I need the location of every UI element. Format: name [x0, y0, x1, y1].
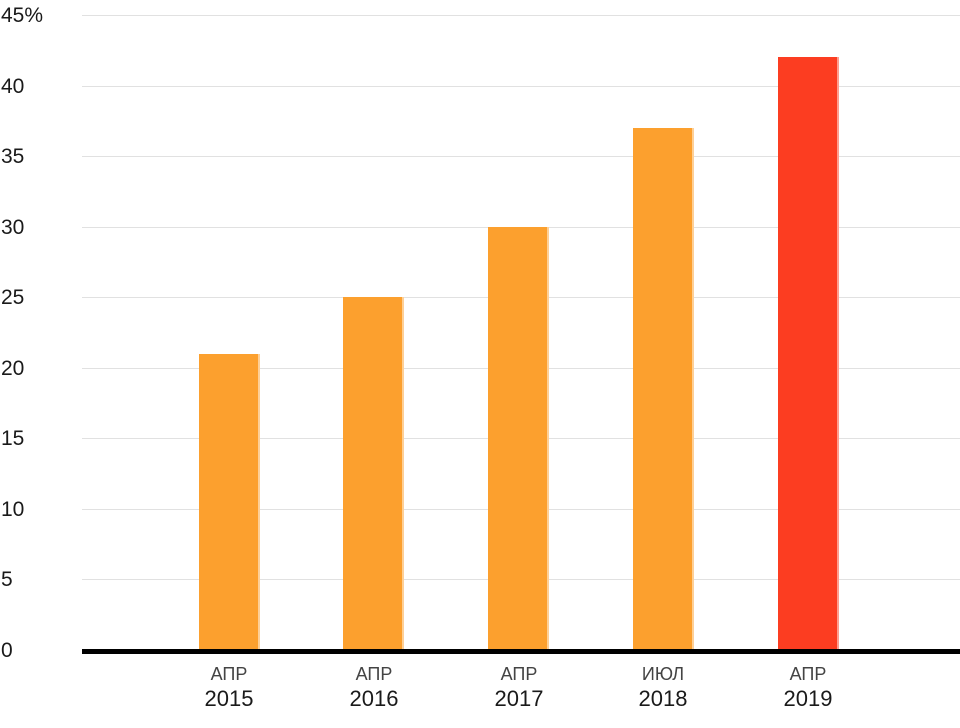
x-label-year: 2015 — [204, 686, 254, 711]
x-label-year: 2019 — [783, 686, 833, 711]
x-label-month: АПР — [789, 664, 827, 684]
bar-2018 — [633, 128, 694, 650]
x-label-month: АПР — [355, 664, 393, 684]
x-axis-baseline — [82, 649, 960, 654]
x-label-year: 2018 — [638, 686, 688, 711]
y-tick-label-30: 30 — [1, 216, 25, 239]
x-label-month: АПР — [500, 664, 538, 684]
gridline-35 — [82, 156, 960, 157]
gridline-45 — [82, 15, 960, 16]
bar-2016 — [343, 297, 404, 650]
y-tick-label-20: 20 — [1, 357, 25, 380]
x-label-year: 2016 — [349, 686, 399, 711]
bar-2019 — [778, 57, 839, 650]
x-label-2018: ИЮЛ 2018 — [603, 663, 723, 712]
x-label-year: 2017 — [494, 686, 544, 711]
y-tick-label-5: 5 — [1, 568, 13, 591]
y-tick-label-10: 10 — [1, 498, 25, 521]
y-tick-label-45: 45% — [1, 4, 44, 27]
x-label-month: АПР — [210, 664, 248, 684]
x-label-2019: АПР 2019 — [748, 663, 868, 712]
bar-2017 — [488, 227, 549, 650]
gridline-40 — [82, 86, 960, 87]
x-label-2016: АПР 2016 — [314, 663, 434, 712]
x-label-month: ИЮЛ — [641, 664, 685, 684]
y-tick-label-25: 25 — [1, 286, 25, 309]
y-tick-label-15: 15 — [1, 427, 25, 450]
y-tick-label-35: 35 — [1, 145, 25, 168]
x-label-2017: АПР 2017 — [459, 663, 579, 712]
y-tick-label-0: 0 — [1, 639, 13, 662]
bar-2015 — [199, 354, 260, 650]
x-label-2015: АПР 2015 — [169, 663, 289, 712]
y-tick-label-40: 40 — [1, 75, 25, 98]
